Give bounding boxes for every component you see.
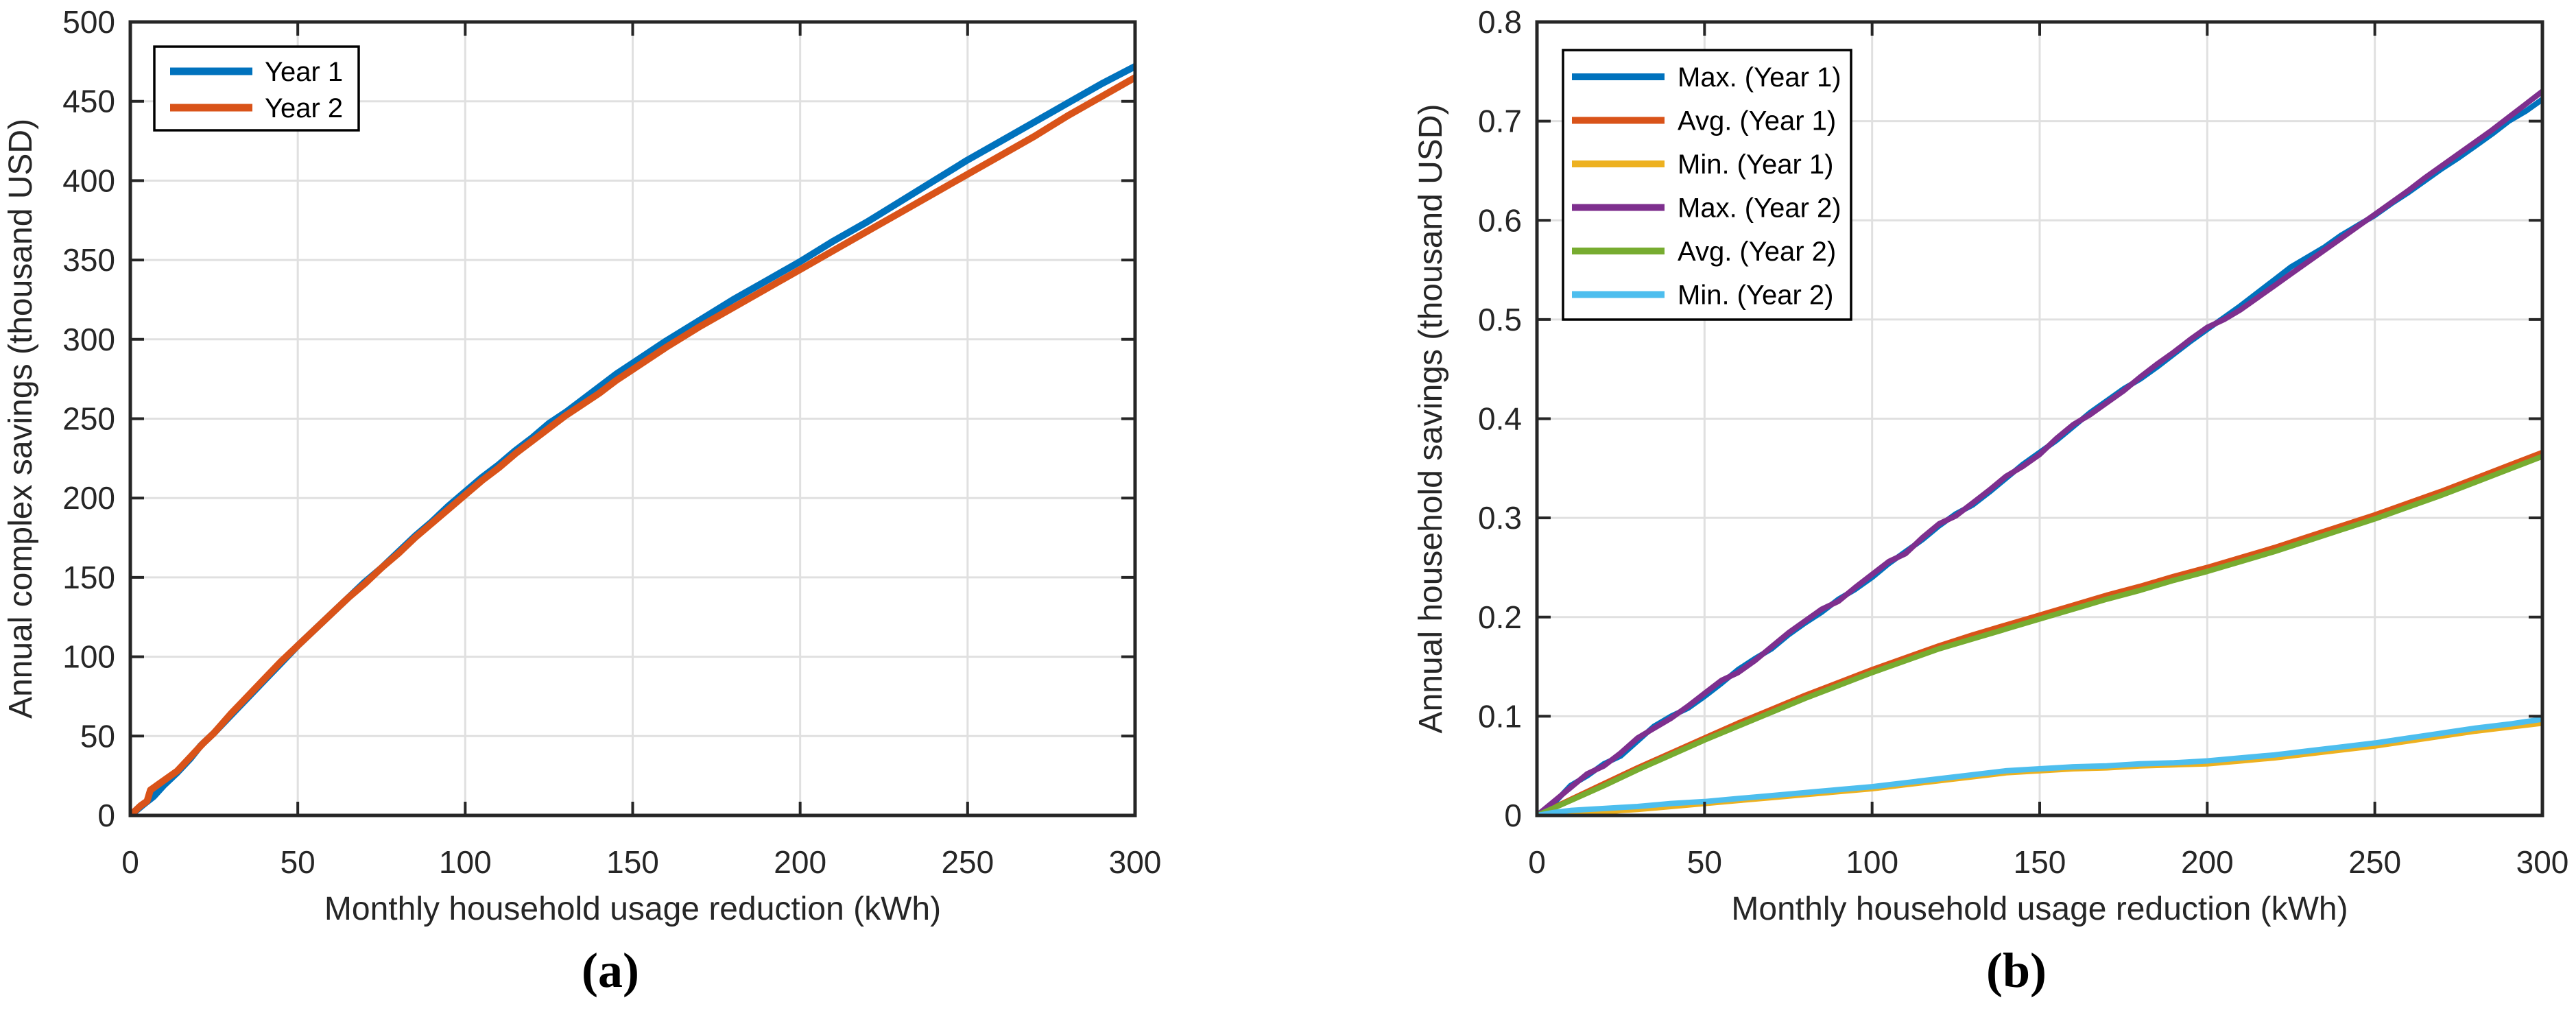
x-tick-label: 100 [439,844,492,880]
y-tick-label: 0.1 [1478,698,1522,734]
legend-label-4: Avg. (Year 2) [1678,237,1836,267]
x-tick-label: 250 [941,844,994,880]
legend: Max. (Year 1) Avg. (Year 1) Min. (Year 1) M… [1562,49,1852,321]
x-axis-label: Monthly household usage reduction (kWh) [1731,891,2348,927]
x-tick-label: 150 [606,844,659,880]
y-tick-label: 200 [62,480,115,516]
legend-label-0: Year 1 [265,57,343,87]
y-tick-label: 0.4 [1478,401,1522,437]
axis-ticks [1536,21,2544,817]
x-tick-label: 0 [121,844,139,880]
chart-a: 0 50 100 150 200 250 300 0 50 100 150 200 250 300 350 4… [3,4,1161,927]
series-line-4 [1537,453,2542,815]
series-group [130,63,1135,815]
legend: Year 1 Year 2 [153,45,360,132]
y-tick-label: 0.5 [1478,302,1522,337]
x-tick-label: 0 [1528,844,1546,880]
legend-label-3: Max. (Year 2) [1678,193,1841,224]
y-tick-label: 0.8 [1478,4,1522,40]
y-axis-label: Annual household savings (thousand USD) [1413,104,1449,734]
series-line-5 [1537,716,2542,815]
y-tick-label: 0.6 [1478,202,1522,238]
y-tick-label: 450 [62,84,115,119]
y-tick-label: 400 [62,163,115,198]
y-tick-label: 0 [97,798,115,833]
gridlines [129,21,1136,817]
legend-label-1: Year 2 [265,93,343,123]
x-tick-label: 50 [281,844,315,880]
x-tick-label: 100 [1846,844,1898,880]
y-tick-label: 250 [62,401,115,437]
x-tick-label: 200 [2181,844,2234,880]
series-line-1 [130,74,1135,815]
legend-label-5: Min. (Year 2) [1678,280,1834,311]
tick-labels: 0 50 100 150 200 250 300 0 0.1 0.2 0.3 0.4 0.5 0.6 0.7… [1478,4,2568,880]
legend-box [153,45,360,132]
x-axis-label: Monthly household usage reduction (kWh) [324,891,941,927]
y-tick-label: 100 [62,639,115,675]
legend-label-2: Min. (Year 1) [1678,150,1834,180]
x-tick-label: 150 [2014,844,2066,880]
panel-b: 0 50 100 150 200 250 300 0 0.1 0.2 0.3 0.4 0.5 0.6 0.7… [1288,0,2576,1015]
y-tick-label: 0.2 [1478,599,1522,635]
x-tick-label: 200 [774,844,826,880]
y-tick-label: 150 [62,560,115,595]
panel-a: 0 50 100 150 200 250 300 0 50 100 150 200 250 300 350 4… [3,4,1161,998]
x-tick-label: 50 [1687,844,1722,880]
y-tick-label: 50 [80,718,115,754]
axis-ticks [129,21,1136,817]
y-tick-label: 0 [1504,798,1522,833]
x-tick-label: 300 [2516,844,2569,880]
caption-b: (b) [1986,943,2047,998]
tick-labels: 0 50 100 150 200 250 300 0 50 100 150 200 250 300 350 4… [62,4,1161,880]
caption-a: (a) [582,943,639,998]
y-axis-label: Annual complex savings (thousand USD) [3,119,39,719]
legend-label-1: Avg. (Year 1) [1678,106,1836,136]
chart-b: 0 50 100 150 200 250 300 0 0.1 0.2 0.3 0.4 0.5 0.6 0.7… [1413,4,2568,927]
y-tick-label: 350 [62,242,115,278]
legend-box [1562,49,1852,321]
y-tick-label: 0.7 [1478,104,1522,139]
legend-label-0: Max. (Year 1) [1678,62,1841,93]
series-group [1537,89,2542,815]
x-tick-label: 250 [2348,844,2401,880]
y-tick-label: 0.3 [1478,500,1522,536]
series-line-3 [1537,89,2542,815]
y-tick-label: 500 [62,4,115,40]
x-tick-label: 300 [1109,844,1162,880]
y-tick-label: 300 [62,322,115,357]
